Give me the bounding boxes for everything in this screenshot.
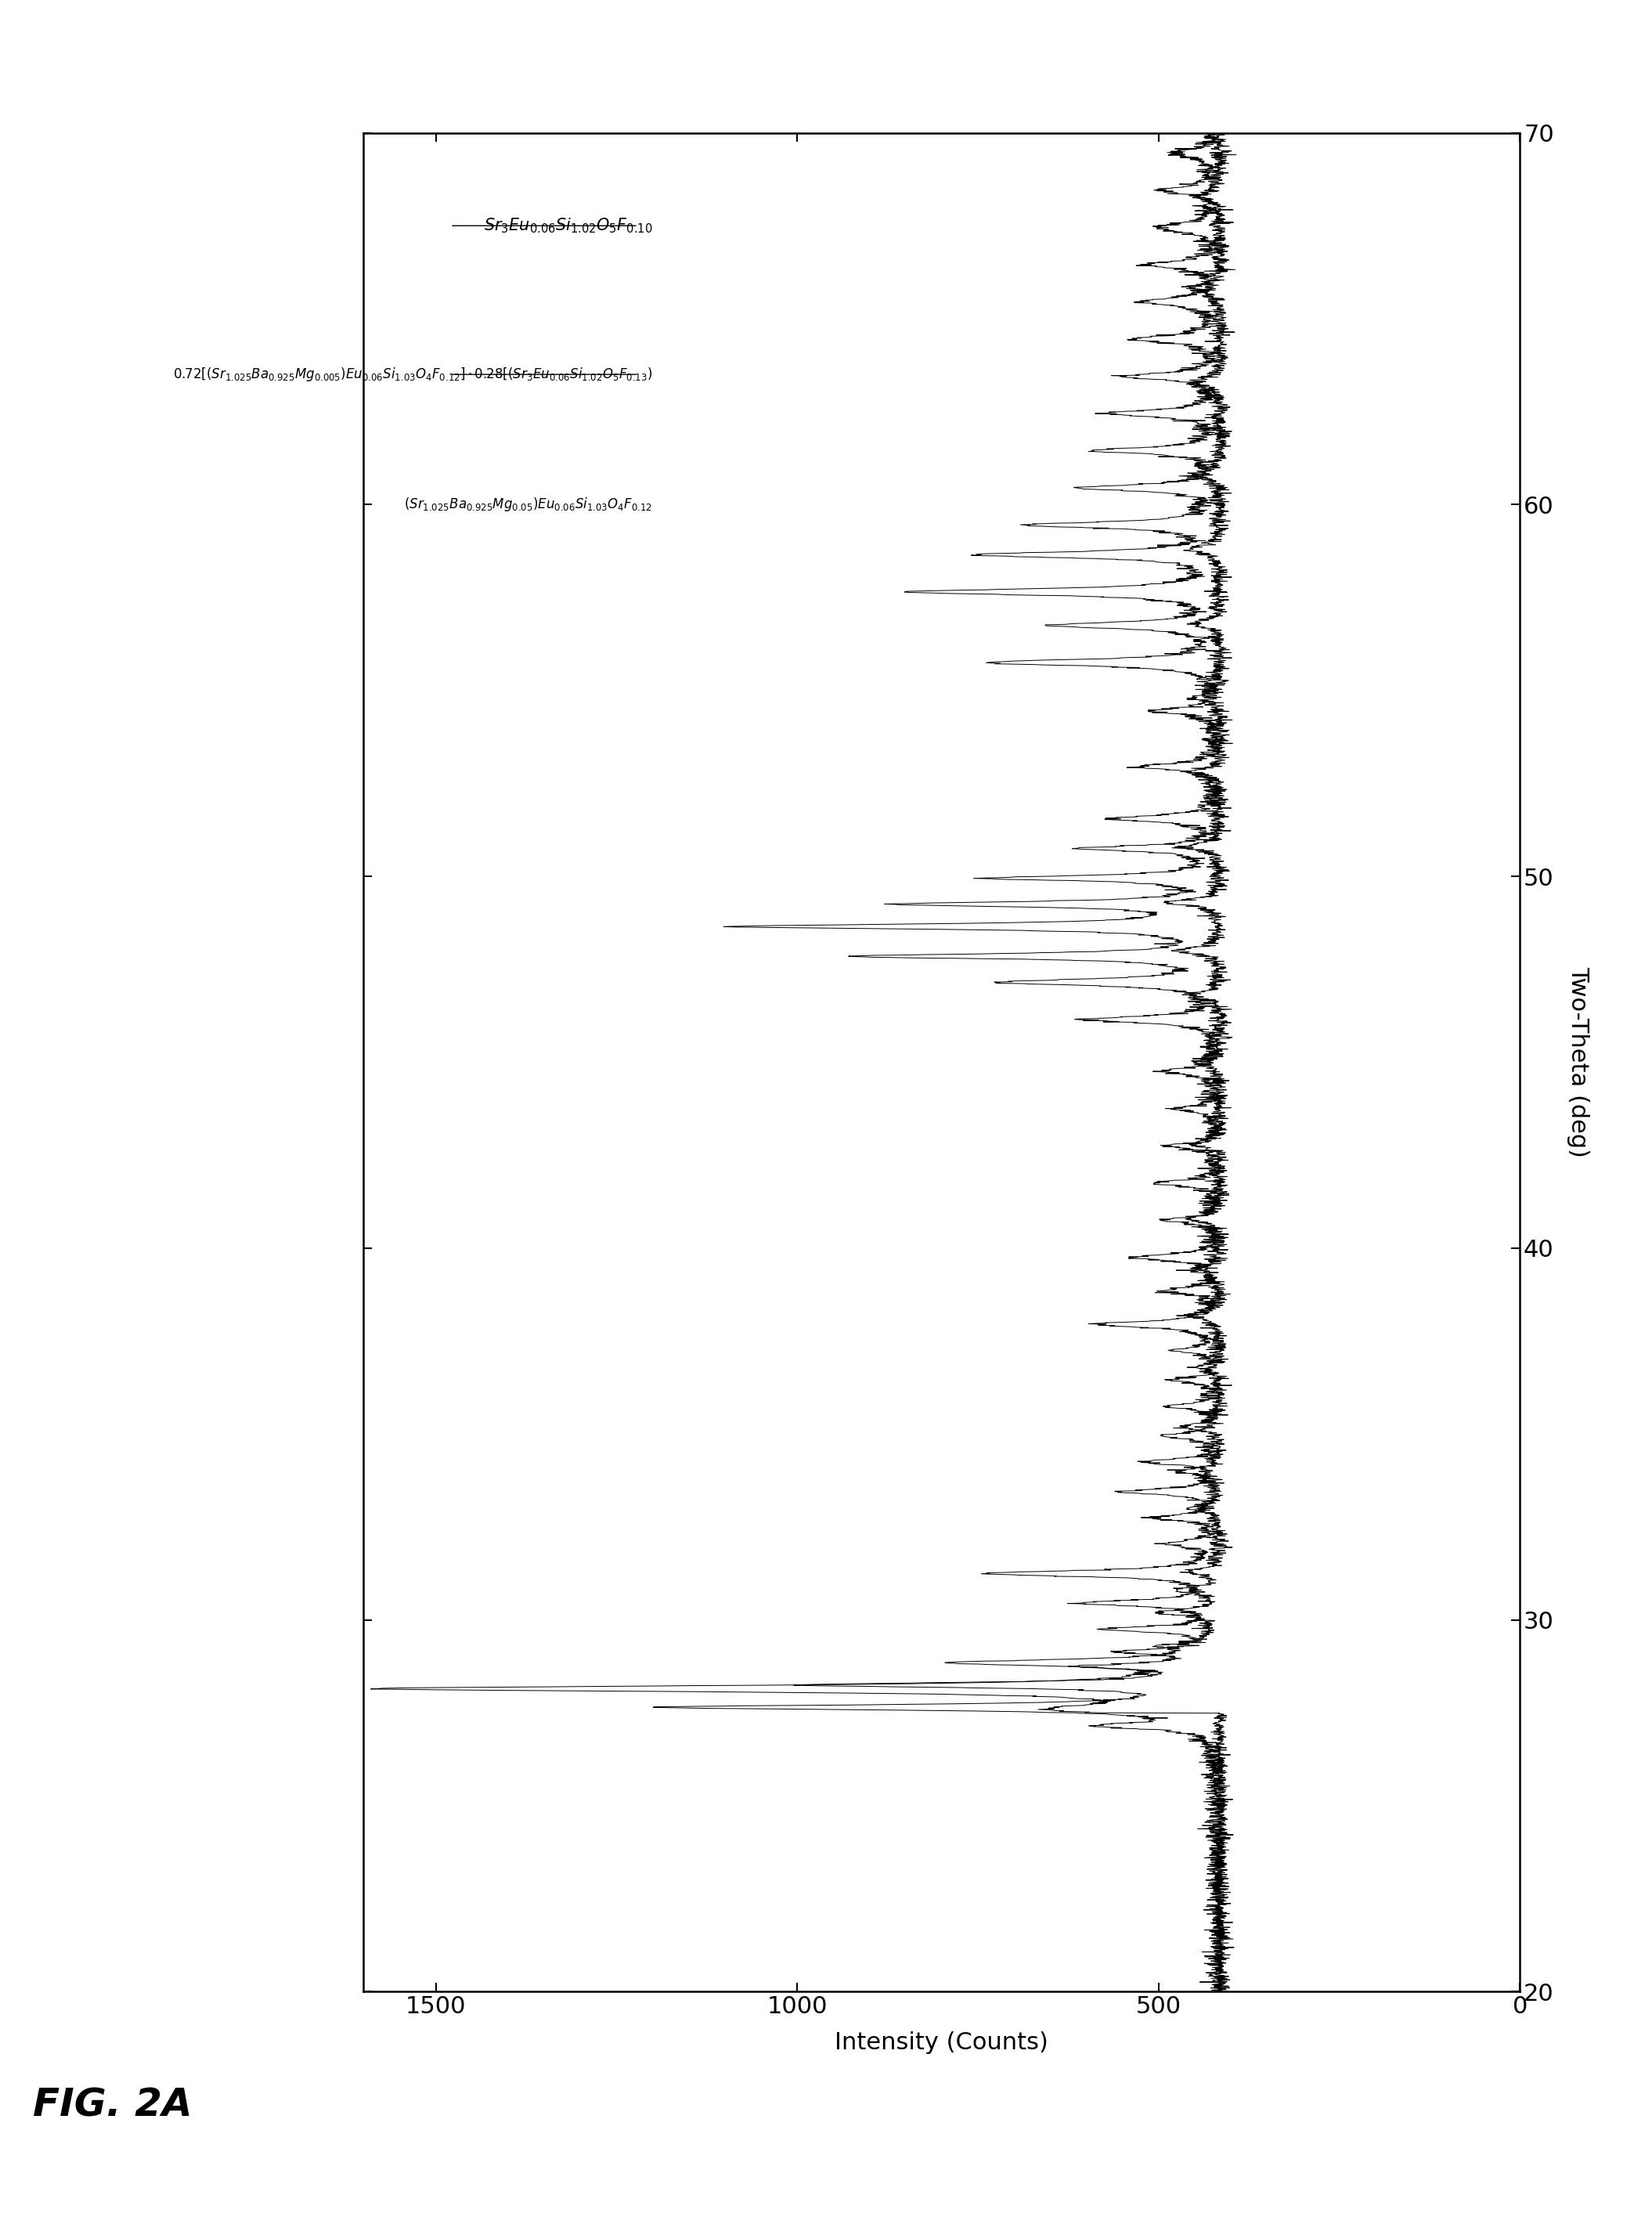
Y-axis label: Two-Theta (deg): Two-Theta (deg) [1568, 967, 1589, 1157]
Text: $0.72[(Sr_{1.025}Ba_{0.925}Mg_{0.005})Eu_{0.06}Si_{1.03}O_4F_{0.12}]\cdot0.28[(S: $0.72[(Sr_{1.025}Ba_{0.925}Mg_{0.005})Eu… [173, 365, 653, 383]
Text: $(Sr_{1.025}Ba_{0.925}Mg_{0.05})Eu_{0.06}Si_{1.03}O_4F_{0.12}$: $(Sr_{1.025}Ba_{0.925}Mg_{0.05})Eu_{0.06… [405, 496, 653, 513]
Text: $Sr_3Eu_{0.06}Si_{1.02}O_5F_{0.10}$: $Sr_3Eu_{0.06}Si_{1.02}O_5F_{0.10}$ [484, 217, 653, 235]
X-axis label: Intensity (Counts): Intensity (Counts) [834, 2032, 1049, 2054]
Text: FIG. 2A: FIG. 2A [33, 2087, 193, 2124]
